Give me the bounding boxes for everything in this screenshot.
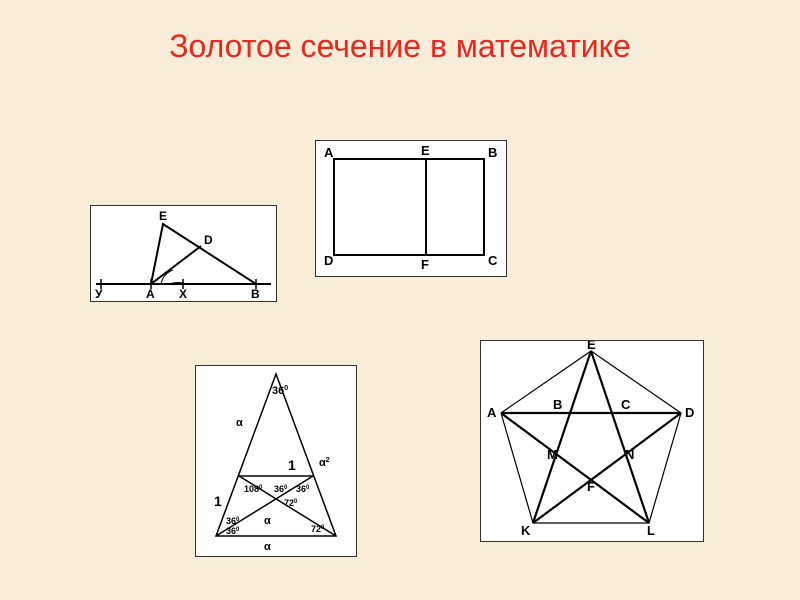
label-72-mid: 720 [284,498,298,508]
label-alpha-bottom: α [264,541,271,553]
label-A: А [146,287,155,301]
slide: Золотое сечение в математике У А X В D [0,0,800,600]
label-Lp: L [647,523,655,538]
label-108: 1080 [244,484,263,494]
label-36-midr: 360 [296,484,310,494]
label-Dp: D [685,405,694,420]
fig4-geometry [501,351,681,523]
label-one-left: 1 [214,493,222,509]
label-alpha2-right: α2 [319,457,330,469]
label-Bp: B [553,397,562,412]
label-72-br: 720 [311,524,325,534]
label-36-top: 360 [272,385,288,397]
label-Mp: M [547,447,558,462]
fig3-geometry [216,374,336,536]
label-A2: A [324,145,334,160]
label-D2: D [324,253,333,268]
label-Ep: E [587,341,596,352]
slide-title: Золотое сечение в математике [0,28,800,65]
figure-golden-triangle: 360 α α2 1 1 1080 360 360 720 360 360 72… [195,365,357,557]
label-D: D [204,233,213,247]
label-Ap: A [487,405,497,420]
label-C2: C [488,253,498,268]
fig3-labels: 360 α α2 1 1 1080 360 360 720 360 360 72… [214,385,330,553]
label-36-bl2: 360 [226,526,240,536]
label-Np: N [625,447,634,462]
label-B: В [251,287,260,301]
figure-golden-rectangle: A B C D E F [315,140,507,277]
label-E2: E [421,143,430,158]
label-E: E [159,209,167,223]
label-F2: F [421,257,429,272]
figure-pentagram: E A D K L B C M N F [480,340,704,542]
label-B2: B [488,145,497,160]
fig2-labels: A B C D E F [324,143,498,272]
fig4-labels: E A D K L B C M N F [487,341,694,538]
label-Y: У [95,287,103,301]
label-Kp: K [521,523,531,538]
label-Fp: F [587,479,595,494]
label-X: X [179,287,187,301]
label-Cp: C [621,397,631,412]
fig1-labels: У А X В D E [95,209,260,301]
label-alpha-mid: α [264,515,271,527]
fig1-geometry [96,224,271,289]
label-one-upper: 1 [288,457,296,473]
figure-triangle-line: У А X В D E [90,205,277,302]
label-alpha-left: α [236,417,243,429]
fig2-geometry [334,159,484,255]
label-36-bl1: 360 [226,516,240,526]
